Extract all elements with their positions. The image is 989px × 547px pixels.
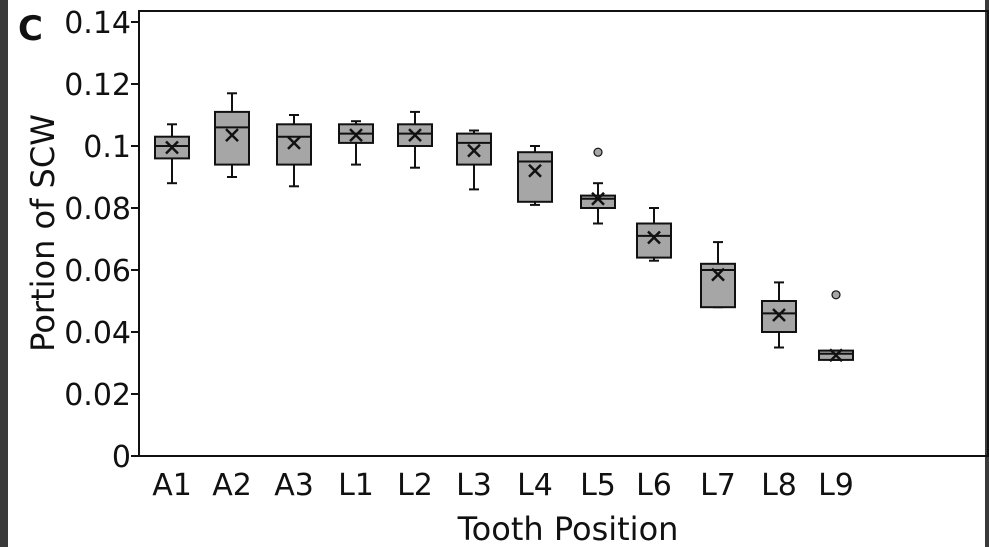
iqr-box bbox=[276, 123, 312, 166]
box-l1 bbox=[338, 120, 374, 166]
mean-marker-b bbox=[287, 136, 301, 150]
box-a3 bbox=[276, 114, 312, 188]
x-tick-label: L3 bbox=[456, 468, 492, 503]
mean-marker-b bbox=[349, 128, 363, 143]
y-axis-title: Portion of SCW bbox=[24, 114, 62, 352]
y-axis-ticks: 0 0.02 0.04 0.06 0.08 0.1 0.12 0.14 bbox=[64, 6, 139, 475]
x-tick-label: L1 bbox=[338, 468, 374, 503]
y-tick-label: 0.02 bbox=[64, 378, 131, 413]
outlier-point bbox=[831, 290, 841, 300]
x-tick-label: L4 bbox=[517, 468, 553, 503]
iqr-box bbox=[214, 110, 250, 166]
y-tick-label: 0.12 bbox=[64, 68, 131, 103]
mean-marker-b bbox=[225, 128, 239, 143]
y-tick-label: 0.04 bbox=[64, 316, 131, 351]
box-l5 bbox=[580, 147, 616, 225]
iqr-box bbox=[517, 151, 553, 203]
y-tick-label: 0.14 bbox=[64, 6, 131, 41]
box-l3 bbox=[456, 129, 492, 191]
page-left-edge bbox=[0, 0, 8, 547]
panel-label: C bbox=[18, 9, 43, 49]
box-a2 bbox=[214, 92, 250, 178]
x-tick-label: L9 bbox=[818, 468, 854, 503]
x-tick-label: L6 bbox=[636, 468, 672, 503]
x-tick-label: A2 bbox=[212, 468, 252, 503]
box-series bbox=[154, 92, 854, 363]
box-l6 bbox=[636, 207, 672, 262]
mean-marker-b bbox=[165, 140, 179, 155]
mean-marker-b bbox=[591, 191, 605, 206]
mean-marker-b bbox=[829, 348, 843, 363]
mean-marker-b bbox=[528, 163, 542, 178]
y-tick-label: 0.08 bbox=[64, 192, 131, 227]
x-axis-ticks: A1 A2 A3 L1 L2 L3 L4 L5 L6 L7 L8 L9 bbox=[152, 468, 854, 503]
x-tick-label: L7 bbox=[700, 468, 736, 503]
box-l9 bbox=[818, 290, 854, 363]
y-tick-label: 0.06 bbox=[64, 254, 131, 289]
box-a1 bbox=[154, 123, 190, 185]
mean-marker-b bbox=[647, 230, 661, 245]
mean-marker-b bbox=[711, 267, 725, 282]
x-tick-label: A1 bbox=[152, 468, 192, 503]
iqr-box bbox=[636, 222, 672, 259]
x-tick-label: A3 bbox=[274, 468, 314, 503]
mean-marker-b bbox=[467, 143, 481, 158]
mean-marker-b bbox=[772, 308, 786, 322]
iqr-box bbox=[700, 262, 736, 309]
x-axis-title: Tooth Position bbox=[457, 510, 679, 547]
box-l7 bbox=[700, 241, 736, 309]
x-tick-label: L8 bbox=[761, 468, 797, 503]
box-l8 bbox=[761, 281, 797, 349]
mean-marker-b bbox=[408, 128, 422, 143]
y-tick-label: 0.1 bbox=[83, 130, 131, 165]
y-tick-label: 0 bbox=[112, 440, 131, 475]
plot-frame bbox=[138, 10, 989, 457]
x-tick-label: L2 bbox=[397, 468, 433, 503]
box-l2 bbox=[397, 110, 433, 169]
box-l4 bbox=[517, 145, 553, 206]
outlier-point bbox=[593, 147, 603, 157]
x-tick-label: L5 bbox=[580, 468, 616, 503]
